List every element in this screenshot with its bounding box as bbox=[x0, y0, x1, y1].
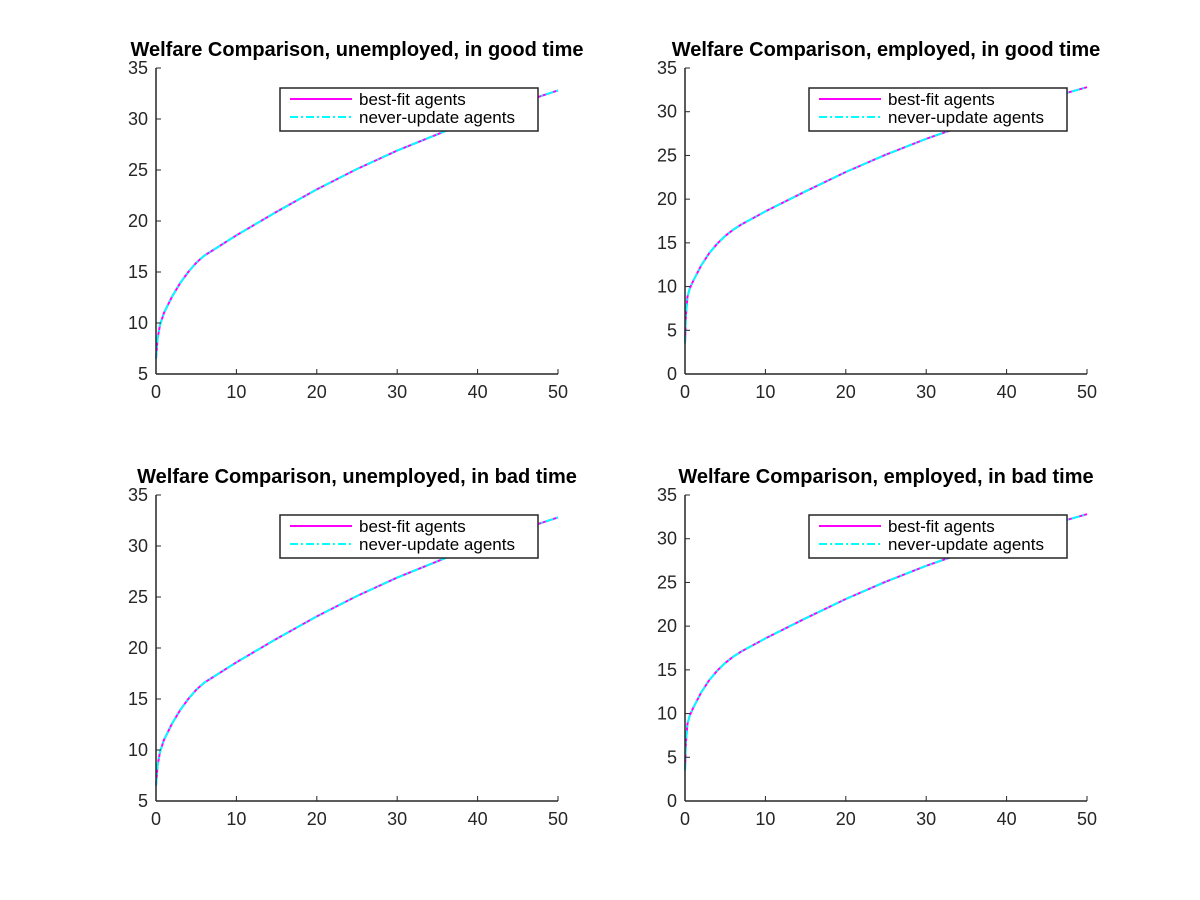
x-tick-label: 50 bbox=[548, 382, 568, 402]
legend-box bbox=[808, 87, 1068, 132]
chart-panel-1: Welfare Comparison, unemployed, in good … bbox=[128, 39, 584, 402]
chart-title: Welfare Comparison, employed, in good ti… bbox=[672, 39, 1101, 61]
x-tick-label: 40 bbox=[468, 809, 488, 829]
y-tick-label: 10 bbox=[657, 277, 677, 297]
x-tick-label: 50 bbox=[1077, 809, 1097, 829]
y-tick-label: 20 bbox=[657, 616, 677, 636]
y-tick-label: 30 bbox=[657, 529, 677, 549]
y-tick-label: 30 bbox=[128, 109, 148, 129]
y-tick-label: 30 bbox=[128, 536, 148, 556]
chart-title: Welfare Comparison, unemployed, in good … bbox=[130, 39, 583, 61]
x-tick-label: 30 bbox=[387, 382, 407, 402]
legend-label-1: best-fit agents bbox=[888, 90, 995, 109]
y-tick-label: 35 bbox=[657, 485, 677, 505]
y-tick-label: 15 bbox=[657, 233, 677, 253]
y-tick-label: 5 bbox=[667, 747, 677, 767]
series-line-2 bbox=[684, 86, 1088, 344]
x-tick-label: 0 bbox=[151, 809, 161, 829]
y-tick-label: 0 bbox=[667, 791, 677, 811]
chart-panel-4: Welfare Comparison, employed, in bad tim… bbox=[657, 466, 1097, 829]
x-tick-label: 10 bbox=[755, 809, 775, 829]
x-tick-label: 50 bbox=[1077, 382, 1097, 402]
x-tick-label: 40 bbox=[468, 382, 488, 402]
legend-label-1: best-fit agents bbox=[888, 517, 995, 536]
x-tick-label: 0 bbox=[680, 809, 690, 829]
chart-panel-2: Welfare Comparison, employed, in good ti… bbox=[657, 39, 1100, 402]
legend-box bbox=[808, 514, 1068, 559]
legend-label-2: never-update agents bbox=[888, 535, 1044, 554]
y-tick-label: 20 bbox=[128, 211, 148, 231]
x-tick-label: 50 bbox=[548, 809, 568, 829]
x-tick-label: 40 bbox=[997, 382, 1017, 402]
series-line-2 bbox=[684, 513, 1088, 771]
legend-label-2: never-update agents bbox=[888, 108, 1044, 127]
x-tick-label: 30 bbox=[916, 809, 936, 829]
x-tick-label: 10 bbox=[226, 382, 246, 402]
legend-label-2: never-update agents bbox=[359, 535, 515, 554]
y-tick-label: 15 bbox=[128, 689, 148, 709]
y-tick-label: 25 bbox=[128, 160, 148, 180]
y-tick-label: 30 bbox=[657, 102, 677, 122]
x-tick-label: 20 bbox=[307, 809, 327, 829]
y-tick-label: 5 bbox=[138, 791, 148, 811]
x-tick-label: 30 bbox=[916, 382, 936, 402]
y-tick-label: 35 bbox=[128, 485, 148, 505]
x-tick-label: 20 bbox=[836, 382, 856, 402]
series-line-2 bbox=[155, 516, 559, 786]
x-tick-label: 10 bbox=[755, 382, 775, 402]
y-tick-label: 5 bbox=[138, 364, 148, 384]
y-tick-label: 20 bbox=[128, 638, 148, 658]
x-tick-label: 30 bbox=[387, 809, 407, 829]
y-tick-label: 35 bbox=[128, 58, 148, 78]
x-tick-label: 20 bbox=[307, 382, 327, 402]
chart-title: Welfare Comparison, employed, in bad tim… bbox=[678, 466, 1093, 488]
legend-label-2: never-update agents bbox=[359, 108, 515, 127]
legend-box bbox=[279, 87, 539, 132]
y-tick-label: 35 bbox=[657, 58, 677, 78]
x-tick-label: 0 bbox=[151, 382, 161, 402]
x-tick-label: 10 bbox=[226, 809, 246, 829]
x-tick-label: 0 bbox=[680, 382, 690, 402]
x-tick-label: 20 bbox=[836, 809, 856, 829]
y-tick-label: 15 bbox=[128, 262, 148, 282]
series-line-2 bbox=[155, 89, 559, 359]
y-tick-label: 20 bbox=[657, 189, 677, 209]
y-tick-label: 25 bbox=[128, 587, 148, 607]
chart-title: Welfare Comparison, unemployed, in bad t… bbox=[137, 466, 577, 488]
chart-panel-3: Welfare Comparison, unemployed, in bad t… bbox=[128, 466, 577, 829]
y-tick-label: 10 bbox=[128, 740, 148, 760]
legend-label-1: best-fit agents bbox=[359, 517, 466, 536]
y-tick-label: 10 bbox=[657, 704, 677, 724]
y-tick-label: 15 bbox=[657, 660, 677, 680]
y-tick-label: 10 bbox=[128, 313, 148, 333]
y-tick-label: 25 bbox=[657, 145, 677, 165]
y-tick-label: 25 bbox=[657, 572, 677, 592]
legend-box bbox=[279, 514, 539, 559]
legend-label-1: best-fit agents bbox=[359, 90, 466, 109]
y-tick-label: 0 bbox=[667, 364, 677, 384]
x-tick-label: 40 bbox=[997, 809, 1017, 829]
y-tick-label: 5 bbox=[667, 320, 677, 340]
